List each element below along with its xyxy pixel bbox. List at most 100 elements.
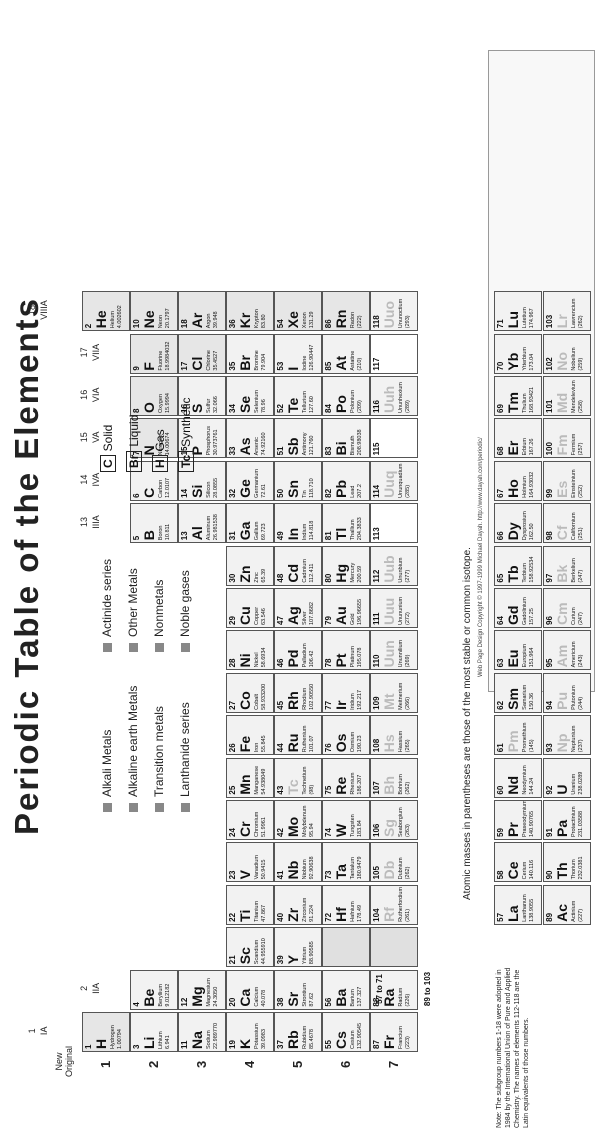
element-name: Seaborgium [398,807,404,837]
atomic-mass: (266) [405,696,411,710]
atomic-mass: (237) [578,739,584,753]
atomic-number: 96 [545,616,554,625]
atomic-number: 9 [132,366,141,371]
element-name: Ununquadium [398,463,404,498]
element-cell: 38 Sr Strontium 87.62 [274,969,322,1010]
atomic-number: 73 [324,870,333,880]
atomic-number: 68 [496,446,505,456]
atomic-mass: (261) [405,908,411,922]
element-cell: 75 Re Rhenium 186.207 [322,757,370,798]
element-symbol: Th [554,862,570,880]
side-note: Note: The subgroup numbers 1-18 were ado… [496,967,530,1128]
legend-item: Lanthanide series [178,702,192,812]
element-symbol: Eu [505,649,521,668]
atomic-mass: 54.938049 [261,768,267,795]
group-number: 15 [79,432,89,443]
atomic-number: 40 [276,912,285,922]
element-name: Curium [571,607,577,625]
element-name: Platinum [350,646,356,668]
element-name: Iodine [302,355,308,371]
atomic-number: 19 [228,1040,237,1049]
element-symbol: In [285,527,301,541]
atomic-number: 103 [545,314,554,329]
element-symbol: Sg [381,819,397,837]
legend-swatch [155,643,165,652]
atomic-mass: 32.066 [213,396,219,413]
atomic-number: 23 [228,870,237,880]
atomic-number: 95 [545,658,554,668]
atomic-mass: 114.818 [309,520,315,541]
atomic-number: 13 [180,531,189,541]
group-name: VIIA [91,343,101,361]
element-cell: 68 Er Erbium 167.26 [494,418,542,459]
atomic-mass: 47.867 [261,904,267,922]
element-name: Lithium [158,1031,164,1049]
element-symbol: Cm [554,602,570,625]
element-symbol: Lr [554,314,570,329]
element-name: Gold [350,613,356,625]
legend-item: Transition metals [152,706,166,812]
element-symbol: Ce [505,861,521,880]
atomic-mass: 78.96 [261,399,267,413]
atomic-number: 92 [545,785,554,795]
element-symbol: Rb [285,1030,301,1049]
element-symbol: Ga [237,521,253,541]
element-cell: 67 Ho Holmium 164.93032 [494,460,542,501]
element-cell: 70 Yb Ytterbium 173.04 [494,333,542,374]
element-name: Lawrencium [571,298,577,329]
atomic-number: 111 [372,612,381,625]
period-label: 5 [290,1060,305,1068]
element-name: Neodymium [522,765,528,795]
atomic-mass: 40.078 [261,989,267,1007]
state-label: Solid [101,424,115,452]
element-name: Hydrogen [110,1025,116,1049]
atomic-mass: 132.90545 [357,1023,363,1049]
atomic-mass: 186.207 [357,774,363,795]
atomic-number: 48 [276,573,285,583]
atomic-mass: 39.0983 [261,1029,267,1049]
element-cell: 37 Rb Rubidium 85.4678 [274,1012,322,1052]
atomic-number: 22 [228,912,237,922]
atomic-mass: 39.948 [213,311,219,329]
element-symbol: Cf [554,525,570,541]
atomic-mass: 112.411 [309,563,315,583]
element-name: Nickel [254,652,260,668]
atomic-mass: (247) [578,612,584,625]
atomic-number: 61 [496,743,505,753]
atomic-mass: (209) [357,400,363,413]
element-symbol: Sc [237,947,253,965]
element-name: Thulium [522,393,528,413]
atomic-mass: 140.90765 [529,811,535,837]
element-symbol: Ag [285,606,301,625]
group-number: 1 [27,1028,37,1034]
element-cell: 31 Ga Gallium 69.723 [226,503,274,544]
atomic-mass: 88.90585 [309,941,315,965]
element-symbol: Si [189,484,205,498]
legend-item: Alkaline earth Metals [126,686,140,812]
element-cell: 17 Cl Chlorine 35.4527 [178,333,226,374]
element-name: Ytterbium [522,347,528,371]
group-name: IIA [91,982,101,994]
atomic-mass: 164.93032 [529,471,535,498]
element-name: Silver [302,611,308,625]
element-name: Aluminum [206,515,212,541]
element-cell: 115 [370,418,418,459]
element-cell: 33 As Arsenic 74.92160 [226,418,274,459]
atomic-number: 49 [276,531,285,541]
atomic-mass: 208.98038 [357,429,363,456]
atomic-mass: 10.811 [165,523,171,541]
element-symbol: Ti [237,909,253,922]
atomic-mass: 204.3833 [357,517,363,541]
state-box: Tc [178,450,194,472]
element-symbol: U [554,784,570,795]
legend-swatch [129,643,139,652]
legend-label: Alkali Metals [100,729,114,797]
element-symbol: Li [141,1036,157,1049]
lanthanide-range: 57 to 71 [375,974,384,1004]
atomic-mass: 101.07 [309,735,315,753]
atomic-mass: 50.9415 [261,859,267,880]
element-cell: 51 Sb Antimony 121.760 [274,418,322,459]
element-cell: 18 Ar Argon 39.948 [178,291,226,332]
element-name: Antimony [302,432,308,456]
element-name: Oxygen [158,394,164,413]
